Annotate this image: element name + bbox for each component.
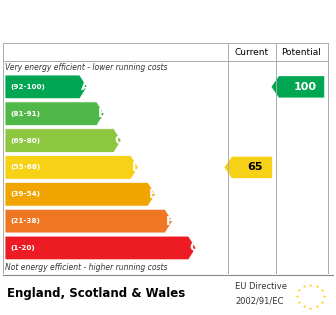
Text: EU Directive: EU Directive: [235, 282, 287, 291]
Text: (92-100): (92-100): [10, 84, 45, 90]
Text: England, Scotland & Wales: England, Scotland & Wales: [7, 287, 185, 300]
Text: Potential: Potential: [282, 48, 322, 57]
Polygon shape: [5, 75, 87, 99]
Text: C: C: [115, 134, 124, 147]
Polygon shape: [5, 129, 121, 152]
Polygon shape: [5, 156, 138, 179]
Polygon shape: [5, 209, 172, 233]
Text: (21-38): (21-38): [10, 218, 40, 224]
Text: B: B: [98, 107, 107, 120]
Text: 65: 65: [248, 163, 263, 172]
Text: 2002/91/EC: 2002/91/EC: [235, 296, 284, 305]
Text: (55-68): (55-68): [10, 164, 40, 170]
Text: Energy Efficiency Rating: Energy Efficiency Rating: [57, 14, 279, 29]
Text: G: G: [190, 241, 200, 255]
Polygon shape: [5, 182, 155, 206]
Text: Very energy efficient - lower running costs: Very energy efficient - lower running co…: [5, 63, 168, 72]
Text: E: E: [149, 188, 158, 201]
Polygon shape: [5, 102, 104, 125]
Text: (81-91): (81-91): [10, 111, 40, 117]
Text: (1-20): (1-20): [10, 245, 35, 251]
Polygon shape: [271, 76, 324, 98]
Text: 100: 100: [293, 82, 317, 92]
Text: (39-54): (39-54): [10, 191, 40, 197]
Text: (69-80): (69-80): [10, 138, 40, 144]
Polygon shape: [224, 157, 272, 178]
Polygon shape: [5, 236, 196, 260]
Text: A: A: [81, 80, 90, 93]
Text: Not energy efficient - higher running costs: Not energy efficient - higher running co…: [5, 263, 168, 272]
Text: D: D: [132, 161, 142, 174]
Text: F: F: [166, 215, 175, 228]
Text: Current: Current: [235, 48, 269, 57]
